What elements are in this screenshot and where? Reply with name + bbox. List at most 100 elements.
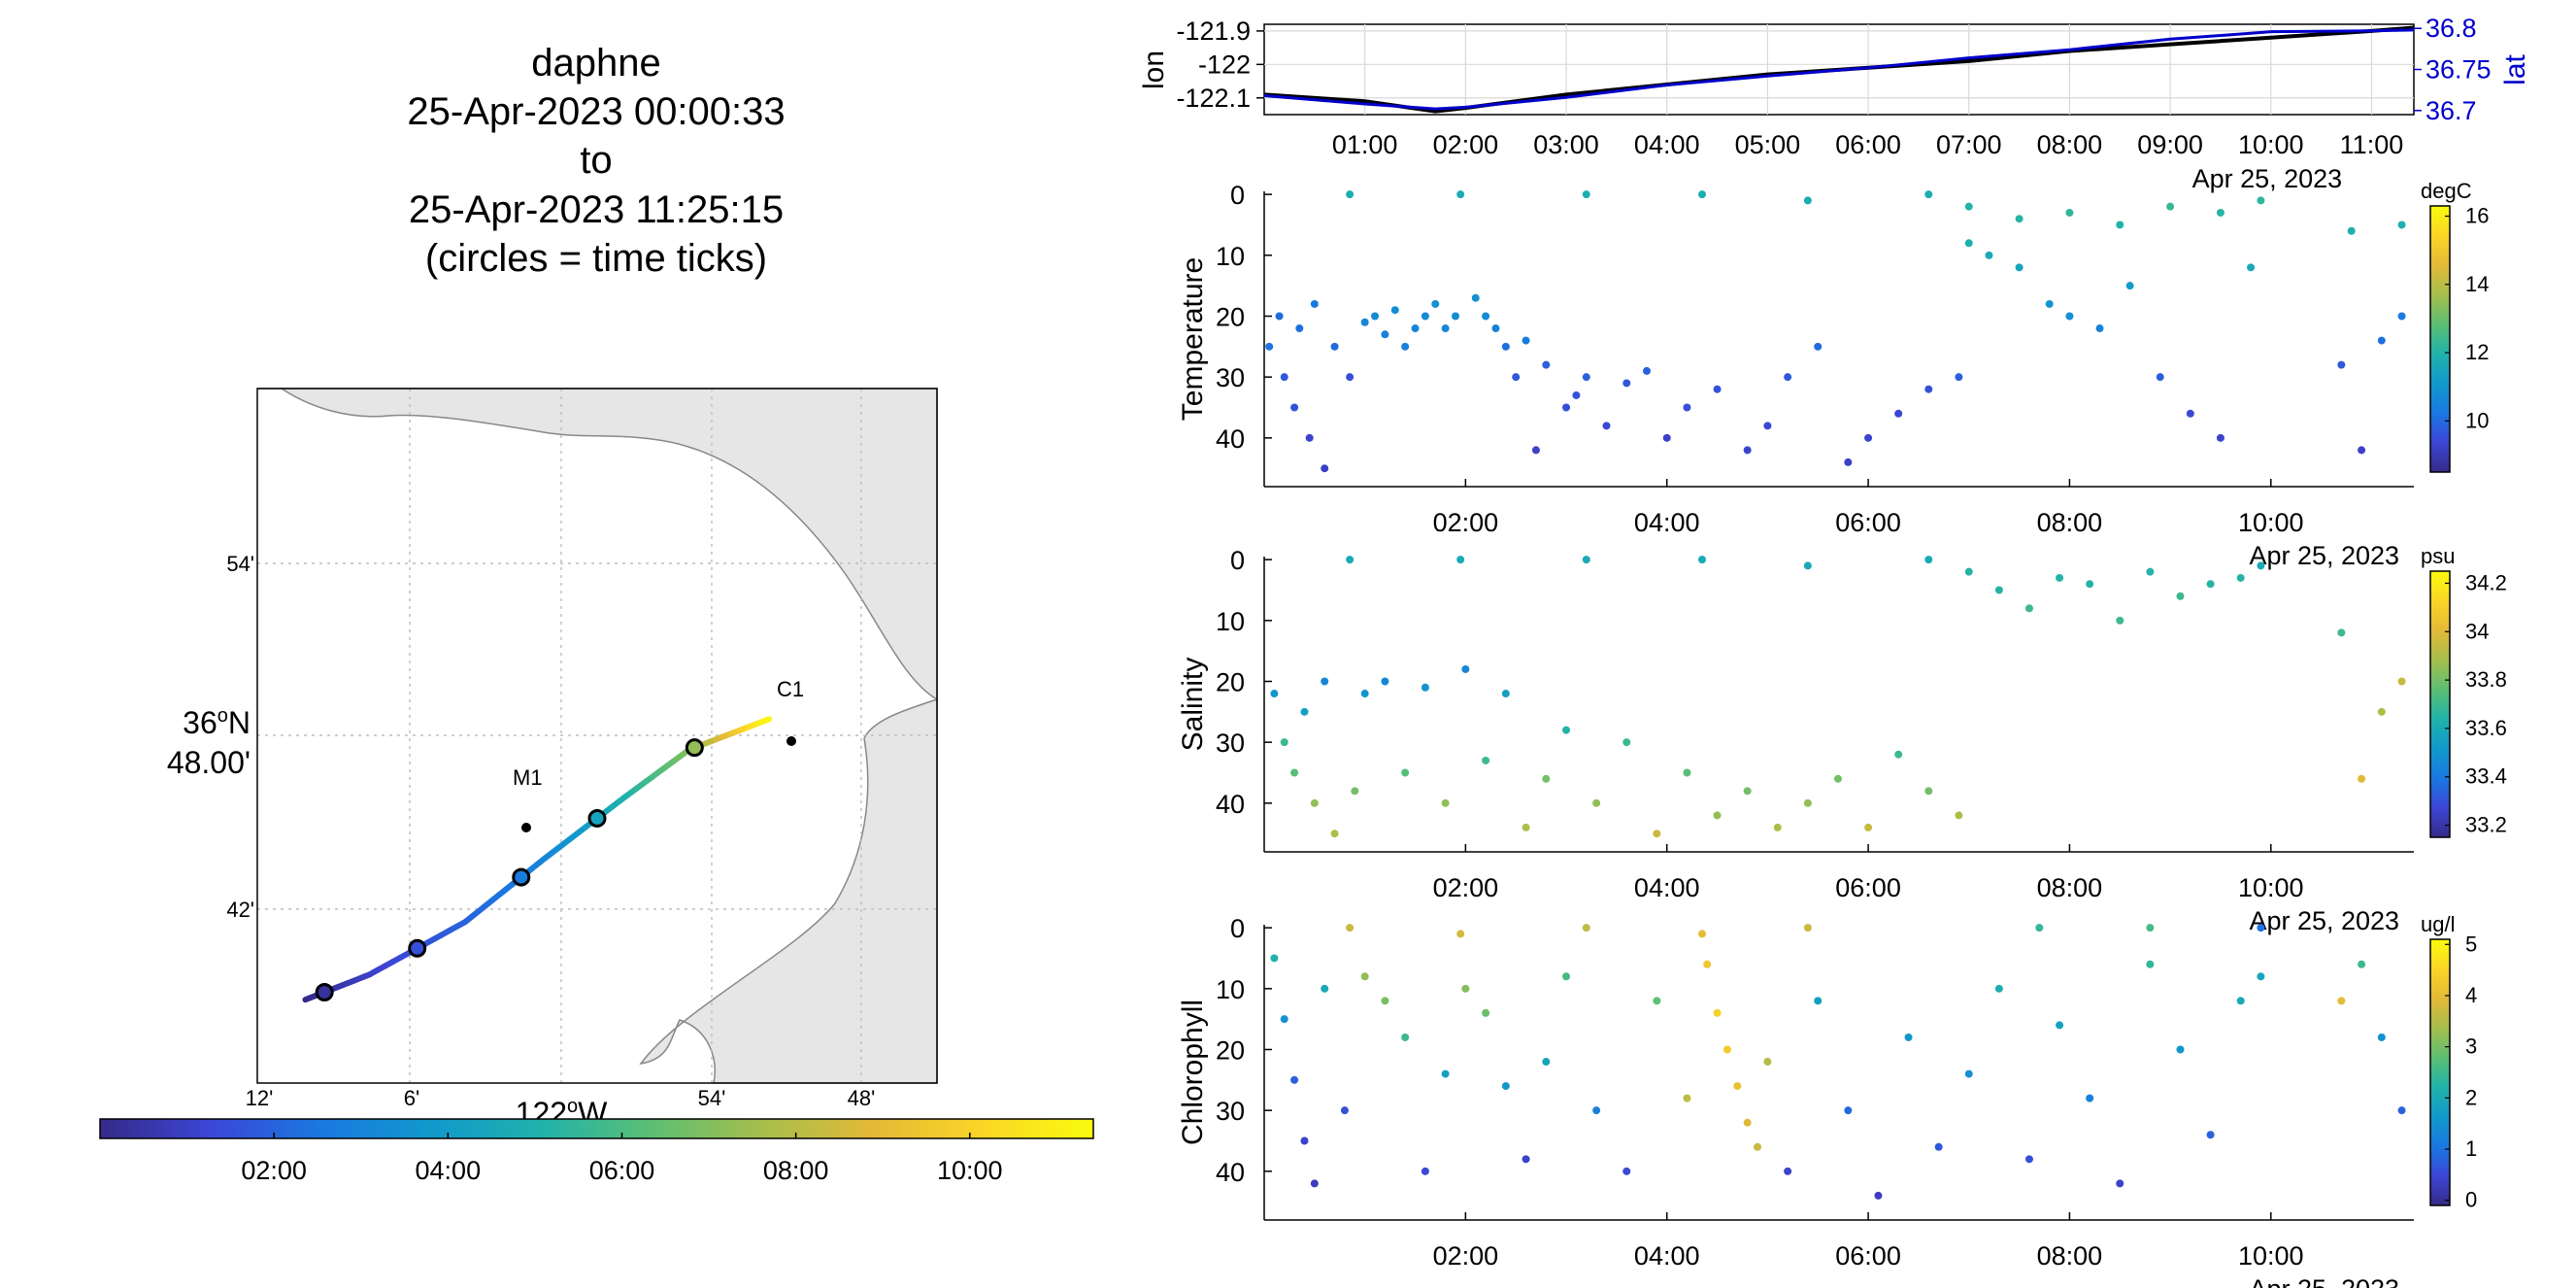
salinity-point [1713, 811, 1722, 820]
salinity-point [1924, 787, 1933, 796]
chlorophyll-point [2337, 997, 2346, 1005]
temperature-colorbar-tick-label: 12 [2465, 340, 2489, 364]
temperature-point [1743, 446, 1752, 455]
temperature-point [1321, 464, 1329, 473]
salinity-point [1310, 798, 1319, 807]
temperature-point [1381, 330, 1389, 339]
salinity-y-tick-label: 0 [1230, 546, 1245, 575]
salinity-point [1456, 556, 1465, 564]
map-colorbar-tick-label: 02:00 [241, 1156, 307, 1185]
salinity-point [1955, 811, 1963, 820]
station-m1-marker [521, 823, 531, 832]
salinity-colorbar-unit: psu [2421, 544, 2455, 568]
chlorophyll-y-tick-label: 20 [1216, 1035, 1245, 1065]
salinity-x-tick-label: 06:00 [1835, 873, 1901, 902]
temperature-point [1431, 299, 1440, 308]
chlorophyll-point [1623, 1167, 1631, 1175]
salinity-point [1562, 726, 1571, 734]
salinity-colorbar-tick-label: 33.6 [2465, 716, 2507, 740]
salinity-point [1697, 556, 1706, 564]
chlorophyll-point [1994, 984, 2003, 993]
time-tick-circle [408, 938, 427, 958]
temperature-point [1955, 373, 1963, 382]
temperature-point [2095, 324, 2104, 333]
title-line-4: 25-Apr-2023 11:25:15 [409, 188, 784, 231]
chlorophyll-point [1582, 924, 1590, 932]
temperature-colorbar-tick-label: 10 [2465, 408, 2489, 432]
chlorophyll-x-tick-label: 08:00 [2037, 1241, 2103, 1271]
map-lat-tick-54: 54' [226, 552, 254, 576]
lonlat-x-tick-label: 06:00 [1835, 130, 1901, 159]
chlorophyll-point [1703, 960, 1712, 968]
chlorophyll-point [1723, 1045, 1731, 1054]
chlorophyll-point [1381, 997, 1389, 1005]
salinity-point [2397, 677, 2406, 686]
temperature-x-tick-label: 06:00 [1835, 508, 1901, 537]
chlorophyll-point [1321, 984, 1329, 993]
map-land-north [257, 388, 938, 701]
lonlat-y2-tick-label: 36.8 [2425, 14, 2477, 43]
chlorophyll-point [1280, 1015, 1288, 1024]
temperature-point [1582, 373, 1590, 382]
chlorophyll-point [1441, 1069, 1450, 1078]
salinity-point [1421, 683, 1429, 692]
temperature-y-tick-label: 10 [1216, 242, 1245, 271]
temperature-point [1602, 422, 1611, 430]
salinity-x-tick-label: 08:00 [2037, 873, 2103, 902]
temperature-point [1491, 324, 1500, 333]
map-frame [256, 388, 938, 1084]
time-tick-circle [587, 808, 607, 828]
temperature-point [1562, 403, 1571, 412]
chlorophyll-point [2236, 997, 2245, 1005]
chlorophyll-point [1482, 1008, 1490, 1017]
map-lat-tick-42: 42' [226, 898, 254, 922]
temperature-point [2015, 263, 2024, 272]
salinity-y-tick-label: 10 [1216, 607, 1245, 636]
salinity-x-tick-label: 04:00 [1634, 873, 1700, 902]
figure-title: daphne 25-Apr-2023 00:00:33 to 25-Apr-20… [407, 42, 785, 280]
salinity-point [1803, 798, 1812, 807]
chlorophyll-colorbar-unit: ug/l [2421, 912, 2455, 936]
salinity-colorbar-tick-label: 33.2 [2465, 813, 2507, 837]
chlorophyll-point [1874, 1191, 1883, 1200]
chlorophyll-point [2035, 924, 2044, 932]
salinity-point [1330, 830, 1339, 838]
chlorophyll-colorbar-tick-label: 3 [2465, 1034, 2477, 1059]
chlorophyll-point [1733, 1082, 1742, 1091]
chlorophyll-point [1713, 1008, 1722, 1017]
salinity-point [2176, 592, 2185, 600]
lonlat-x-tick-label: 05:00 [1735, 130, 1801, 159]
temperature-point [1623, 379, 1631, 388]
temperature-point [2358, 446, 2366, 455]
temperature-point [1582, 190, 1590, 199]
temperature-point [1784, 373, 1792, 382]
salinity-point [1894, 750, 1903, 759]
temperature-point [1280, 373, 1288, 382]
temperature-point [1471, 293, 1480, 302]
temperature-point [1501, 342, 1510, 351]
map-colorbar-tick-label: 10:00 [937, 1156, 1003, 1185]
temperature-point [2156, 373, 2164, 382]
chlorophyll-point [2257, 972, 2265, 981]
salinity-point [1542, 774, 1551, 783]
temperature-point [1683, 403, 1691, 412]
salinity-point [1290, 768, 1299, 777]
chlorophyll-point [2358, 960, 2366, 968]
lonlat-y2-tick-label: 36.75 [2425, 55, 2492, 85]
chlorophyll-point [1522, 1155, 1530, 1164]
temperature-x-date-label: Apr 25, 2023 [2249, 541, 2399, 570]
lonlat-x-tick-label: 09:00 [2137, 130, 2203, 159]
temperature-point [1360, 318, 1369, 326]
chlorophyll-point [1401, 1033, 1410, 1041]
temperature-point [1411, 324, 1420, 333]
map-lon-tick-54: 54' [698, 1086, 726, 1110]
time-tick-circle [315, 982, 334, 1001]
lat-series-line [1263, 28, 2415, 111]
temperature-point [1456, 190, 1465, 199]
chlorophyll-y-tick-label: 30 [1216, 1097, 1245, 1126]
chlorophyll-x-tick-label: 02:00 [1433, 1241, 1499, 1271]
lonlat-y-tick-label: -122 [1198, 50, 1251, 79]
track-segment [759, 716, 773, 725]
salinity-point [1501, 690, 1510, 698]
